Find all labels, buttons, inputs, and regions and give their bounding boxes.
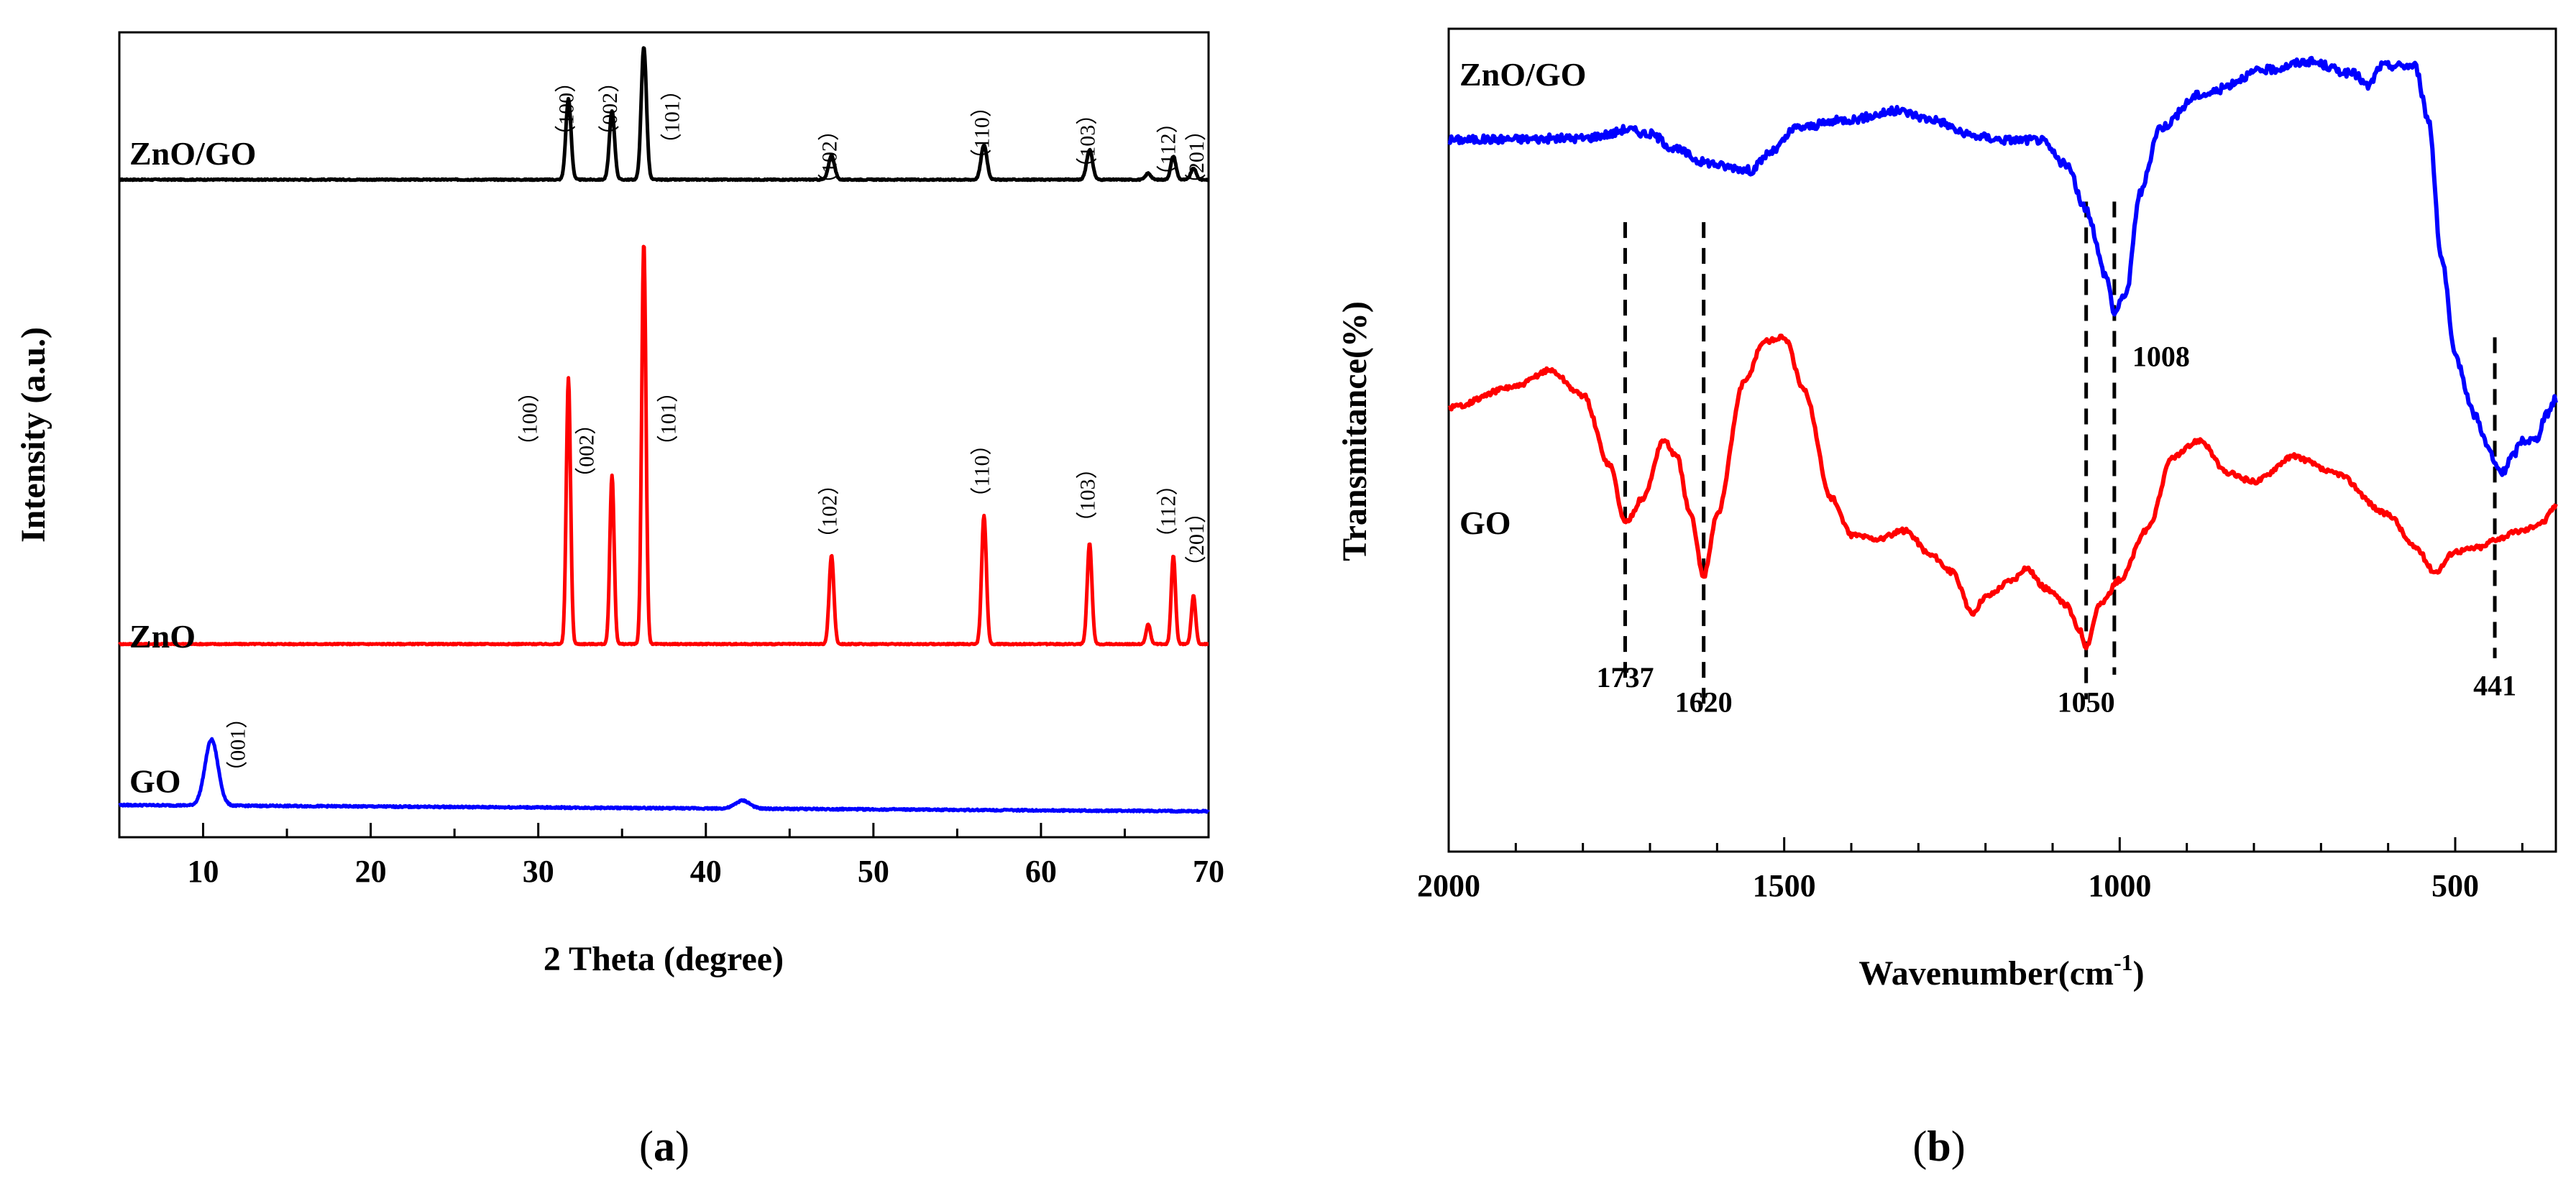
x-tick-label-500: 500: [2431, 868, 2479, 903]
caption-a: (a): [639, 1123, 689, 1170]
series-line-go: [118, 737, 1210, 814]
series-line-go: [1447, 333, 2558, 650]
panel-b-x-axis-title-close: ): [2133, 954, 2145, 992]
panel-b-y-axis-title: Transmitance(%): [1336, 301, 1374, 561]
series-label-zno-go: ZnO/GO: [1459, 56, 1586, 93]
caption-b-letter: b: [1927, 1123, 1951, 1170]
x-tick-label-1500: 1500: [1753, 868, 1816, 903]
annotation-label-1620: 1620: [1675, 686, 1733, 718]
x-tick-label-60: 60: [1025, 854, 1057, 889]
caption-a-letter: a: [654, 1123, 675, 1170]
x-tick-label-20: 20: [355, 854, 387, 889]
panel-b-frame: [1447, 27, 2557, 853]
series-label-zno: ZnO: [129, 618, 196, 655]
series-label-zno-go: ZnO/GO: [129, 135, 256, 172]
panel-a-x-axis-title: 2 Theta (degree): [544, 940, 784, 978]
x-tick-label-2000: 2000: [1417, 868, 1480, 903]
peak-label: （101）: [657, 381, 681, 456]
series-line-zno-go: [1447, 55, 2558, 477]
panel-a-y-axis-title: Intensity (a.u.): [14, 327, 52, 543]
peak-label: （112）: [1156, 474, 1180, 548]
panel-b-x-axis-title-superscript: -1: [2114, 949, 2133, 975]
series-line-zno: [118, 244, 1210, 647]
peak-label: （101）: [660, 79, 684, 155]
peak-label: （002）: [575, 413, 599, 489]
peak-label: （110）: [971, 96, 994, 170]
annotation-label-441: 441: [2473, 669, 2516, 701]
annotation-label-1737: 1737: [1596, 661, 1654, 694]
series-label-go: GO: [1459, 504, 1511, 541]
x-tick-label-70: 70: [1193, 854, 1224, 889]
x-tick-label-1000: 1000: [2088, 868, 2151, 903]
x-tick-label-30: 30: [523, 854, 554, 889]
peak-label: （201）: [1185, 119, 1209, 195]
peak-label: （103）: [1076, 458, 1099, 533]
caption-b: (b): [1912, 1123, 1965, 1170]
peak-label: （001）: [226, 707, 250, 783]
panel-b-x-axis-title-main: Wavenumber(cm: [1858, 954, 2114, 992]
series-label-go: GO: [129, 763, 181, 800]
x-tick-label-40: 40: [690, 854, 722, 889]
x-tick-label-50: 50: [858, 854, 889, 889]
annotation-label-1050: 1050: [2058, 686, 2115, 718]
series-line-zno-go: [118, 46, 1210, 183]
annotation-label-1008: 1008: [2132, 340, 2190, 372]
panel-a-xrd-chart: 10 20 30 40 50 60 70 ZnO/GO （100） （002） （101） （102…: [14, 31, 1224, 978]
peak-label: （100）: [518, 381, 541, 456]
peak-label: （110）: [971, 433, 994, 508]
peak-label: （112）: [1156, 111, 1180, 186]
x-tick-label-10: 10: [188, 854, 219, 889]
peak-label: （102）: [817, 119, 841, 195]
panel-b-ftir-chart: 2000 1500 1000 500 1737 1620 1050 1008 441 ZnO/…: [1336, 27, 2558, 992]
panel-a-frame: [118, 31, 1210, 839]
peak-label: （103）: [1076, 103, 1099, 179]
peak-label: （100）: [555, 71, 579, 147]
panel-b-x-axis-title: Wavenumber(cm-1): [1858, 949, 2144, 992]
peak-label: （102）: [817, 474, 841, 549]
peak-label: （201）: [1185, 502, 1209, 577]
peak-label: （002）: [598, 71, 622, 147]
